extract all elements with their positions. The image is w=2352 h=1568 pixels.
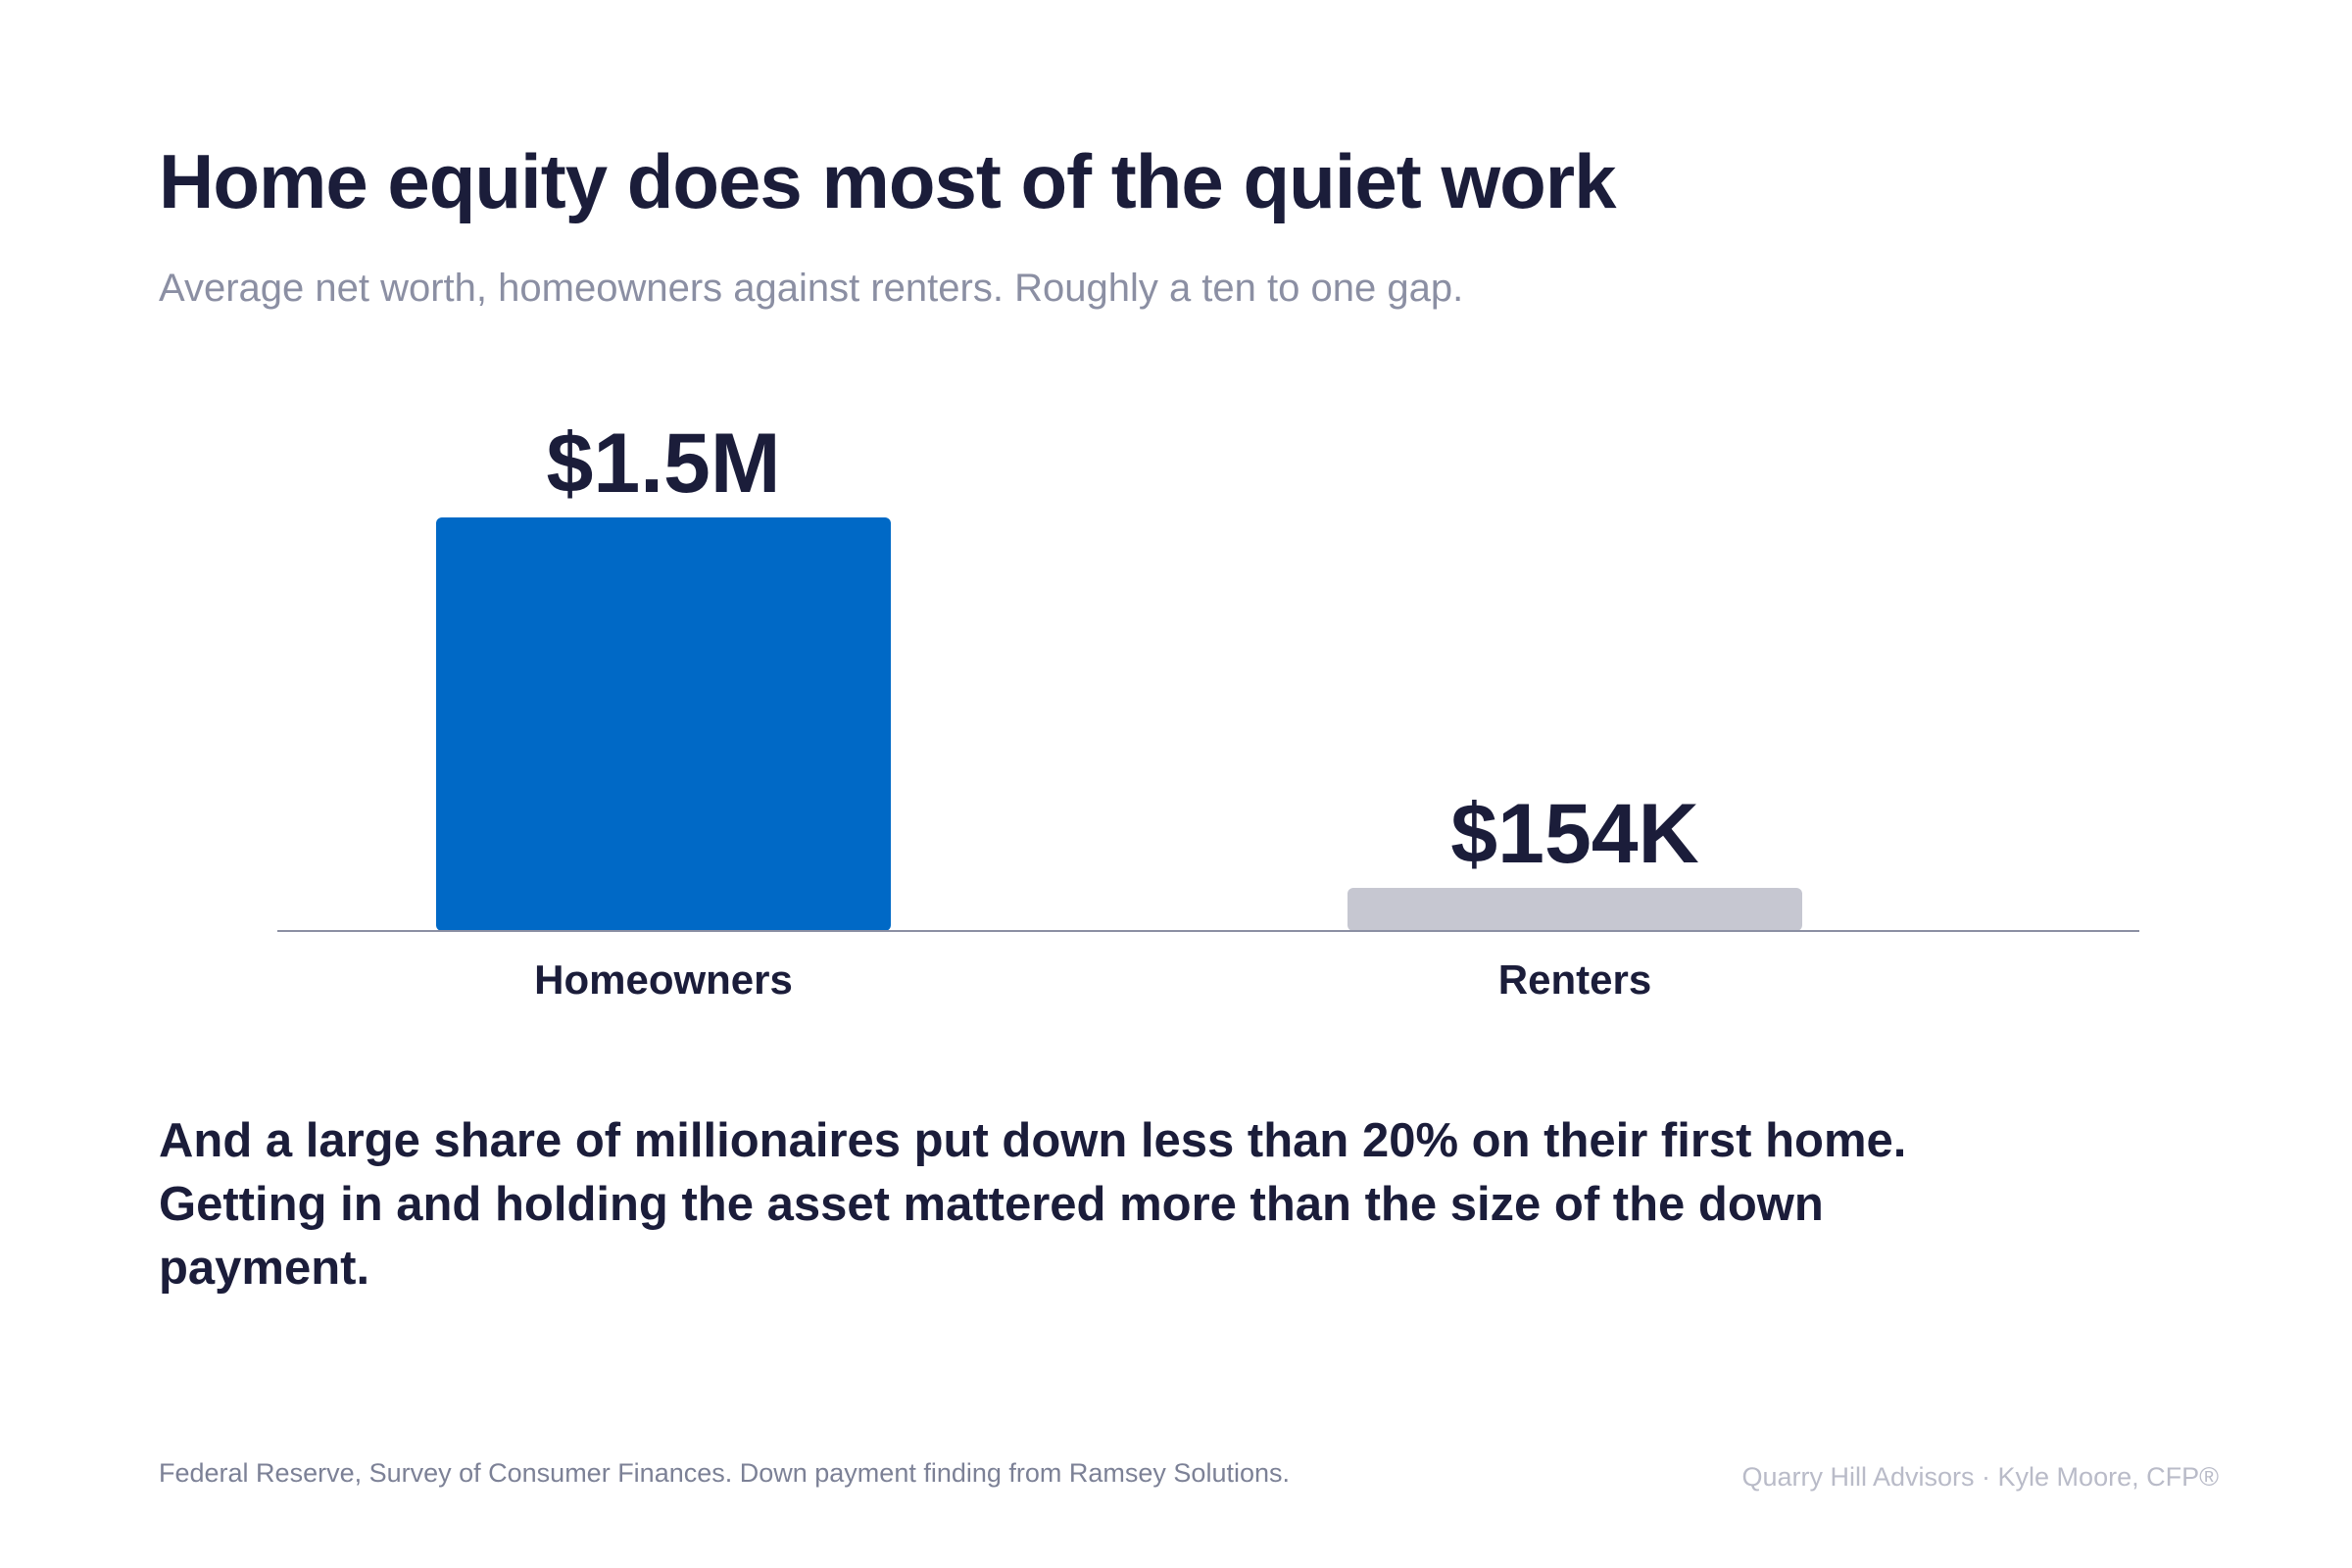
bar-homeowners	[436, 517, 891, 931]
data-label-homeowners: $1.5M	[546, 416, 780, 511]
chart-subtitle: Average net worth, homeowners against re…	[159, 267, 1464, 310]
category-label-homeowners: Homeowners	[534, 956, 793, 1003]
chart-title: Home equity does most of the quiet work	[159, 138, 1616, 224]
category-label-renters: Renters	[1498, 956, 1651, 1003]
takeaway-text: And a large share of millionaires put do…	[159, 1114, 1907, 1295]
author-credit: Quarry Hill Advisors · Kyle Moore, CFP®	[1741, 1462, 2219, 1492]
bar-renters	[1348, 888, 1802, 931]
source-note: Federal Reserve, Survey of Consumer Fina…	[159, 1458, 1290, 1488]
data-label-renters: $154K	[1450, 787, 1698, 881]
